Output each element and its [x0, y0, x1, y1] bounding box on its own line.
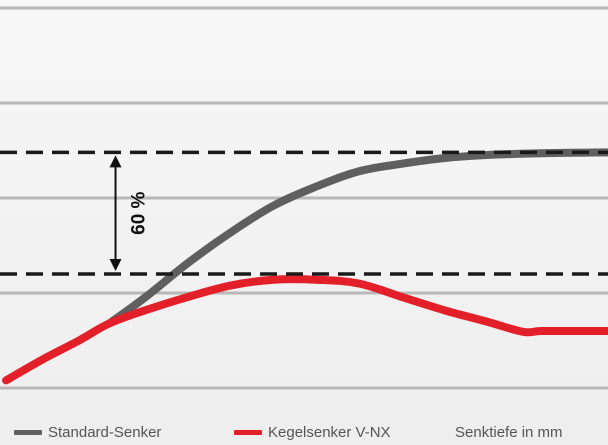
- x-axis-label: Senktiefe in mm: [455, 422, 563, 442]
- reference-lines: [0, 150, 608, 276]
- legend-swatch-vnx: [234, 429, 262, 435]
- annotation-layer: 60 %: [109, 155, 150, 271]
- x-axis-label-text: Senktiefe in mm: [455, 423, 563, 441]
- chart-plot: 60 %: [0, 6, 608, 390]
- series-line-standard: [105, 148, 608, 328]
- grid-lines: [0, 6, 608, 390]
- annotation-label: 60 %: [129, 191, 150, 234]
- legend: Standard-Senker Kegelsenker V-NX Senktie…: [0, 400, 608, 445]
- annotation-arrow-head-up: [109, 155, 122, 168]
- legend-label-vnx: Kegelsenker V-NX: [268, 423, 391, 441]
- legend-item-standard: Standard-Senker: [14, 422, 161, 442]
- series-layer: [2, 148, 608, 385]
- legend-item-vnx: Kegelsenker V-NX: [234, 422, 391, 442]
- annotation-arrow-head-down: [109, 259, 122, 271]
- legend-swatch-standard: [14, 429, 42, 435]
- series-line-vnx: [2, 275, 608, 385]
- legend-label-standard: Standard-Senker: [48, 423, 162, 441]
